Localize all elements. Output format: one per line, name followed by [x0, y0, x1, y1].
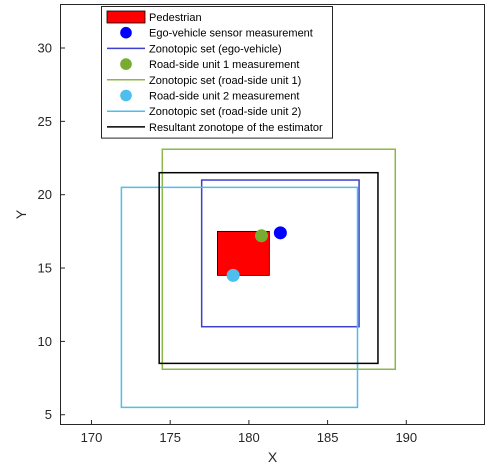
road-side-unit-1-measurement-point [254, 229, 268, 243]
legend-swatch-pedestrian [106, 10, 146, 24]
axes-frame [60, 4, 485, 425]
y-tick-label: 15 [38, 261, 52, 276]
y-axis-ticks: 5 10 15 20 25 30 [38, 41, 65, 422]
x-axis-ticks: 170 175 180 185 190 [81, 420, 417, 445]
y-tick-label: 25 [38, 114, 52, 129]
legend-label-pedestrian: Pedestrian [149, 12, 202, 24]
legend-swatch-road-side-unit-2-measurement [120, 89, 132, 102]
road-side-unit-2-measurement-point [226, 268, 240, 282]
legend-swatch-road-side-unit-1-measurement [120, 58, 132, 70]
resultant-zonotope-of-the-estimator-mark [158, 171, 379, 365]
plot-area [120, 148, 397, 409]
x-tick-label: 185 [317, 430, 339, 445]
y-tick-label: 30 [38, 41, 52, 56]
legend-label-resultant-zonotope-of-the-estimator: Resultant zonotope of the estimator [149, 122, 323, 134]
zonotopic-set-road-side-unit-1-mark [161, 148, 397, 371]
legend-label-road-side-unit-1-measurement: Road-side unit 1 measurement [149, 59, 299, 71]
legend-label-ego-vehicle-sensor-measurement: Ego-vehicle sensor measurement [149, 28, 313, 40]
legend-label-zonotopic-set-ego-vehicle: Zonotopic set (ego-vehicle) [149, 43, 282, 55]
y-axis-label: Y [13, 209, 29, 219]
x-axis-label: X [268, 449, 278, 465]
y-tick-label: 20 [38, 187, 52, 202]
x-tick-label: 180 [238, 430, 260, 445]
legend: Pedestrian Ego-vehicle sensor measurement… [101, 6, 333, 139]
legend-label-road-side-unit-2-measurement: Road-side unit 2 measurement [149, 91, 299, 103]
legend-label-zonotopic-set-road-side-unit-1: Zonotopic set (road-side unit 1) [149, 75, 301, 87]
legend-swatch-ego-vehicle-sensor-measurement [120, 26, 132, 39]
x-tick-label: 170 [81, 430, 103, 445]
x-tick-label: 175 [159, 430, 181, 445]
y-tick-label: 5 [45, 407, 52, 422]
ego-vehicle-sensor-measurement-point [273, 226, 287, 240]
y-tick-label: 10 [38, 334, 52, 349]
legend-box [101, 6, 333, 139]
zonotopic-set-ego-vehicle-mark [200, 179, 360, 328]
zonotopic-set-road-side-unit-2-mark [120, 186, 359, 409]
x-tick-label: 190 [395, 430, 417, 445]
legend-label-zonotopic-set-road-side-unit-2: Zonotopic set (road-side unit 2) [149, 106, 301, 118]
